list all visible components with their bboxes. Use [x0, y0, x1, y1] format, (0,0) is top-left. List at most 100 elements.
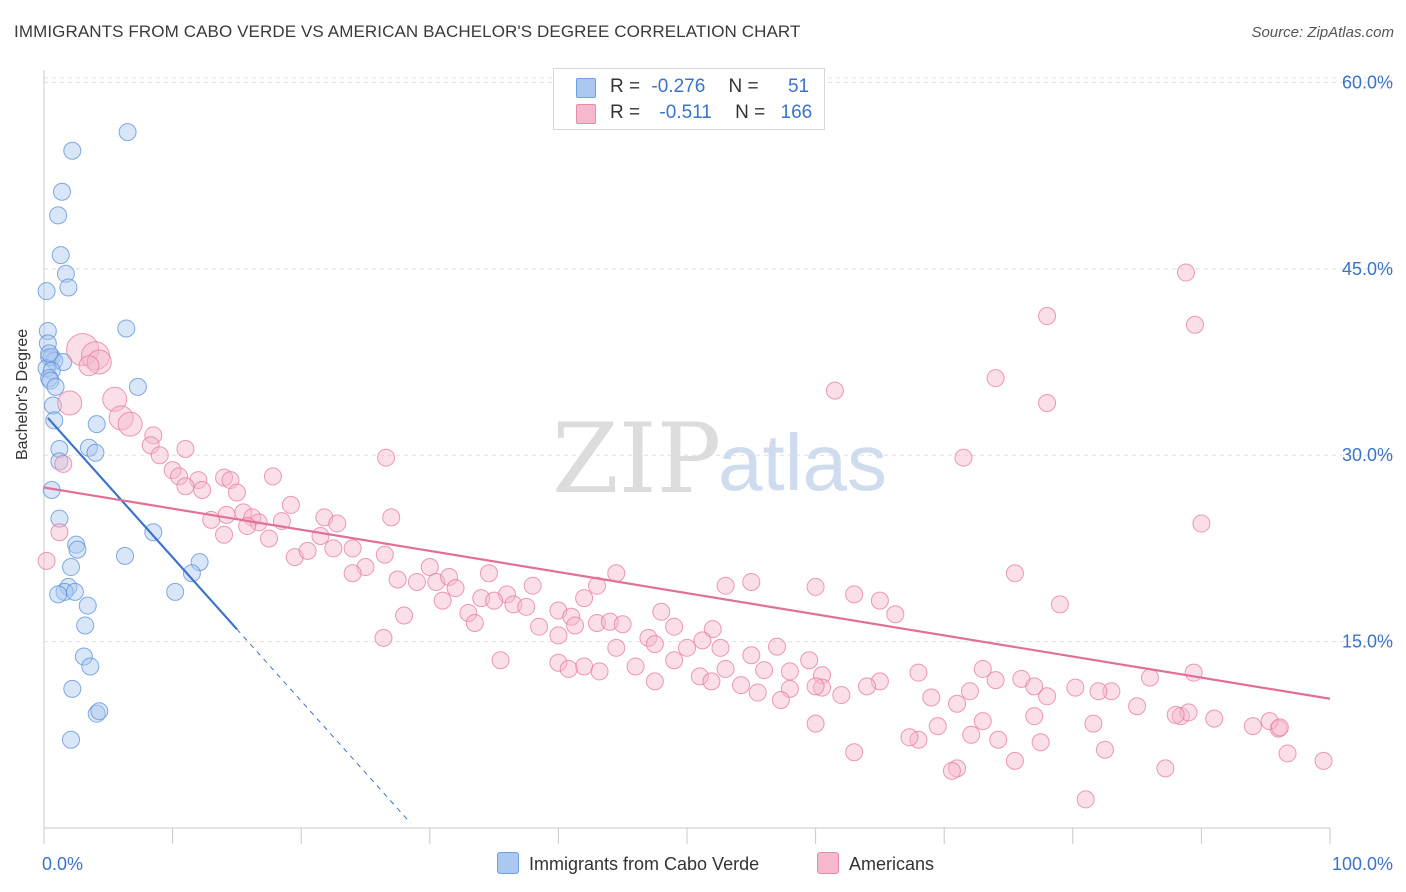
americans-point — [420, 558, 439, 577]
legend-n-label: N = — [728, 76, 759, 97]
americans-point — [343, 539, 362, 558]
cabo-verde-point — [63, 141, 82, 160]
americans-point — [962, 725, 981, 744]
source-credit: Source: ZipAtlas.com — [1251, 24, 1394, 41]
americans-point — [870, 591, 889, 610]
cabo-verde-point — [76, 616, 95, 635]
americans-point — [377, 448, 396, 467]
cabo-verde-point — [40, 344, 59, 363]
americans-point — [102, 386, 128, 412]
americans-point — [1269, 719, 1288, 738]
cabo-verde-point — [78, 596, 97, 615]
cabo-verde-point — [74, 647, 93, 666]
legend-r-value: -0.276 — [651, 76, 706, 97]
legend-label: Americans — [849, 854, 935, 874]
americans-trend-line — [43, 486, 1331, 700]
americans-point — [703, 620, 722, 639]
cabo-verde-point — [38, 334, 57, 353]
americans-point — [960, 682, 979, 701]
americans-point — [806, 714, 825, 733]
legend-swatch-blue — [497, 852, 519, 874]
legend-r-value: -0.511 — [659, 102, 712, 123]
americans-point — [665, 617, 684, 636]
americans-point — [374, 628, 393, 647]
americans-point — [324, 539, 343, 558]
americans-point — [388, 570, 407, 589]
cabo-verde-point — [182, 564, 201, 583]
watermark-atlas: atlas — [718, 418, 887, 507]
americans-point — [1038, 394, 1057, 413]
americans-point — [716, 576, 735, 595]
americans-point — [176, 477, 195, 496]
americans-point — [973, 659, 992, 678]
axes — [43, 70, 1331, 844]
y-tick-label: 45.0% — [1342, 259, 1393, 279]
americans-point — [973, 712, 992, 731]
americans-point — [382, 508, 401, 527]
americans-point — [771, 691, 790, 710]
americans-point — [954, 448, 973, 467]
americans-point — [407, 572, 426, 591]
americans-point — [1038, 307, 1057, 326]
legend-label: Immigrants from Cabo Verde — [529, 854, 760, 874]
americans-point — [1243, 717, 1262, 736]
americans-point — [311, 526, 330, 545]
americans-point — [780, 662, 799, 681]
cabo-verde-point — [38, 321, 57, 340]
legend-n-value: 166 — [780, 102, 813, 123]
americans-point — [170, 467, 189, 486]
americans-point — [108, 405, 134, 431]
americans-point — [626, 657, 645, 676]
americans-point — [1166, 705, 1185, 724]
americans-point — [748, 683, 767, 702]
americans-point — [1192, 514, 1211, 533]
americans-point — [1095, 740, 1114, 759]
watermark: ZIP atlas — [552, 403, 887, 515]
americans-point — [1140, 668, 1159, 687]
americans-point — [587, 613, 606, 632]
americans-point — [886, 605, 905, 624]
cabo-verde-point — [63, 679, 82, 698]
americans-point — [825, 381, 844, 400]
americans-point — [281, 495, 300, 514]
americans-point — [446, 579, 465, 598]
americans-point — [806, 677, 825, 696]
cabo-verde-point — [87, 704, 106, 723]
americans-point — [375, 545, 394, 564]
americans-point — [395, 606, 414, 625]
y-tick-label: 60.0% — [1342, 72, 1393, 92]
americans-point — [742, 572, 761, 591]
americans-point — [50, 523, 69, 542]
americans-point — [491, 651, 510, 670]
americans-point — [942, 761, 961, 780]
x-tick-label: 0.0% — [42, 854, 83, 874]
y-tick-label: 15.0% — [1342, 632, 1393, 652]
americans-point — [690, 667, 709, 686]
americans-point — [1128, 697, 1147, 716]
trend-lines — [43, 417, 1331, 824]
americans-point — [1278, 744, 1297, 763]
americans-point — [702, 672, 721, 691]
americans-point — [1084, 714, 1103, 733]
americans-point — [1102, 682, 1121, 701]
cabo-verde-point — [118, 123, 137, 142]
americans-point — [948, 759, 967, 778]
americans-point — [711, 638, 730, 657]
cabo-verde-point — [49, 585, 68, 604]
americans-point — [54, 454, 73, 473]
americans-point — [485, 591, 504, 610]
americans-point — [1031, 733, 1050, 752]
americans-point — [562, 607, 581, 626]
cabo-verde-point — [128, 377, 147, 396]
cabo-verde-point — [62, 730, 81, 749]
tick-labels: 15.0% 30.0% 45.0% 60.0% 0.0% 100.0% — [42, 72, 1393, 874]
americans-point — [645, 672, 664, 691]
cabo-verde-point — [49, 206, 68, 225]
legend-n-label: N = — [735, 102, 766, 123]
americans-point — [37, 551, 56, 570]
americans-point — [78, 355, 100, 377]
americans-point — [1260, 712, 1279, 731]
gridlines — [44, 77, 1395, 643]
americans-point — [150, 446, 169, 465]
cabo-verde-point — [90, 702, 109, 721]
